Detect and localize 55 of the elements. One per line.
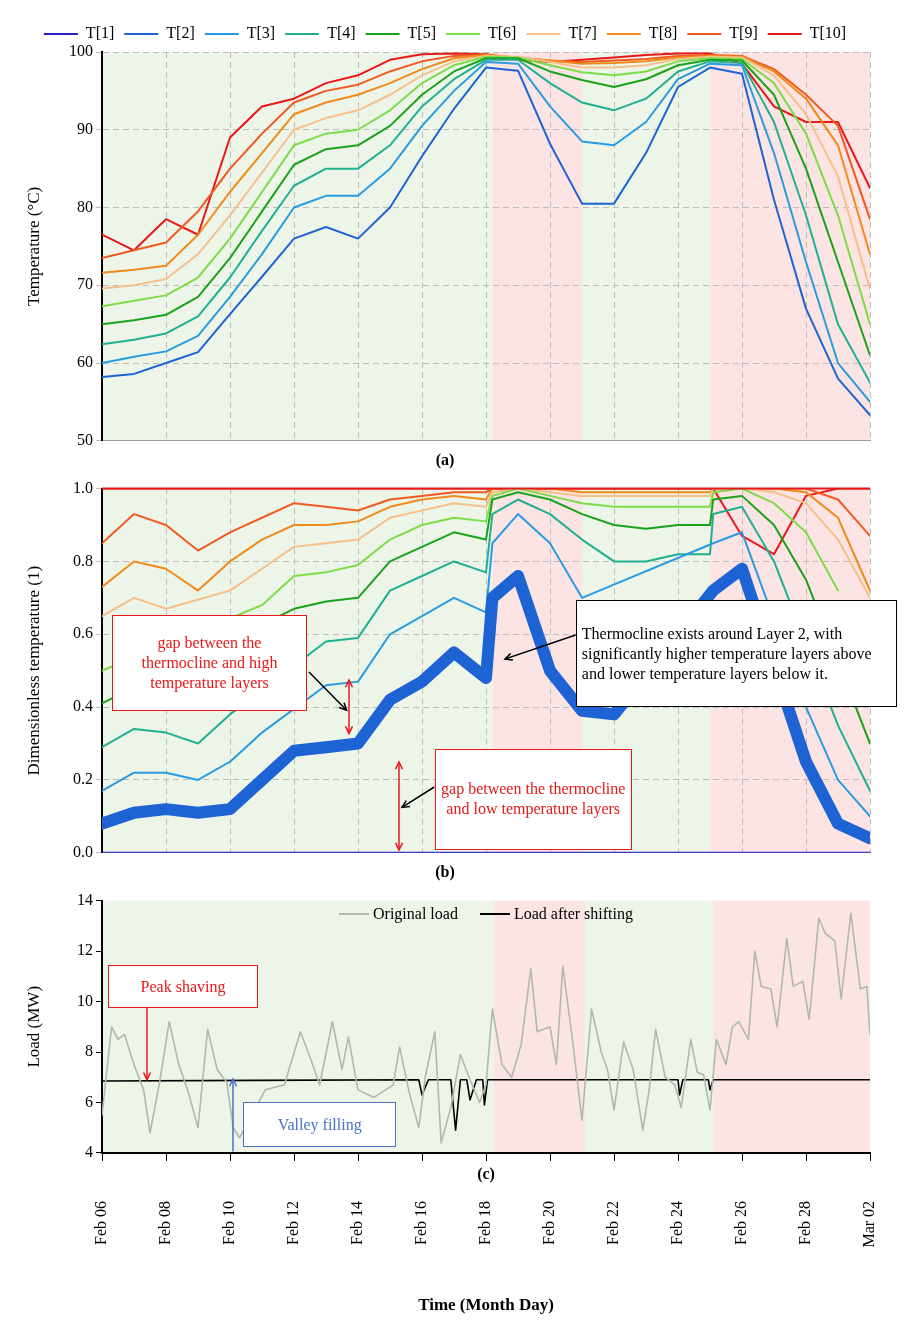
y-tick-label: 0.2 xyxy=(73,770,93,788)
legend-label: T[6] xyxy=(488,24,517,42)
text: (a) xyxy=(435,450,455,469)
y-axis-title: Load (MW) xyxy=(23,985,43,1068)
x-tick-label: Mar 02 xyxy=(860,1200,878,1248)
y-tick-label: 0.4 xyxy=(73,697,93,715)
y-tick-label: 14 xyxy=(77,890,93,908)
x-tick-label: Feb 28 xyxy=(796,1200,814,1245)
x-tick-label: Feb 20 xyxy=(540,1200,558,1245)
legend-label: T[8] xyxy=(648,24,678,42)
y-tick-label: 10 xyxy=(77,991,93,1009)
legend-label: T[5] xyxy=(407,24,437,42)
x-tick-label: Feb 24 xyxy=(668,1200,686,1245)
x-tick-label: Feb 06 xyxy=(92,1200,110,1245)
x-tick-label: Feb 26 xyxy=(732,1200,750,1245)
annotation: Peak shaving xyxy=(140,976,226,997)
x-tick-label: Feb 10 xyxy=(220,1200,238,1245)
legend-label: T[9] xyxy=(729,24,758,42)
y-tick-label: 90 xyxy=(77,119,93,137)
y-axis-title: Temperature (°C) xyxy=(23,186,43,307)
legend-label: T[3] xyxy=(246,24,276,42)
annotation: Thermocline exists around Layer 2, with significantly higher temperature layers above and lower temperature layers below it. xyxy=(581,623,873,684)
annotation: Valley filling xyxy=(277,1114,362,1135)
y-axis-title: Dimensionless temperature (1) xyxy=(23,565,43,776)
y-tick-label: 70 xyxy=(77,275,93,293)
y-tick-label: 50 xyxy=(77,431,93,448)
legend-label: T[7] xyxy=(568,24,597,42)
y-tick-label: 8 xyxy=(85,1042,93,1060)
x-tick-label: Feb 08 xyxy=(156,1200,174,1245)
text: (c) xyxy=(477,1165,495,1184)
legend-label: Load after shifting xyxy=(513,904,633,923)
legend-label: Original load xyxy=(373,904,458,923)
legend-label: T[2] xyxy=(166,24,195,42)
y-tick-label: 4 xyxy=(85,1143,93,1161)
y-tick-label: 60 xyxy=(77,353,93,371)
y-tick-label: 0.0 xyxy=(73,843,93,860)
y-tick-label: 0.6 xyxy=(73,624,93,642)
y-tick-label: 0.8 xyxy=(73,551,93,569)
legend-label: T[1] xyxy=(85,24,115,42)
legend-label: T[10] xyxy=(809,24,847,42)
y-tick-label: 1.0 xyxy=(73,478,93,496)
annotation: gap between the thermocline and low temperature layers xyxy=(440,779,626,820)
x-tick-label: Feb 12 xyxy=(284,1200,302,1245)
x-tick-label: Feb 18 xyxy=(476,1200,494,1245)
annotation: gap between the thermocline and high temperature layers xyxy=(140,632,279,693)
x-tick-label: Feb 22 xyxy=(604,1200,622,1245)
y-tick-label: 100 xyxy=(69,42,93,60)
x-tick-label: Feb 16 xyxy=(412,1200,430,1245)
y-tick-label: 12 xyxy=(77,941,93,959)
legend-label: T[4] xyxy=(327,24,356,42)
text: (b) xyxy=(435,862,455,881)
x-tick-label: Feb 14 xyxy=(348,1200,366,1245)
y-tick-label: 6 xyxy=(85,1092,93,1110)
x-axis-title: Time (Month Day) xyxy=(418,1295,554,1315)
y-tick-label: 80 xyxy=(77,197,93,215)
